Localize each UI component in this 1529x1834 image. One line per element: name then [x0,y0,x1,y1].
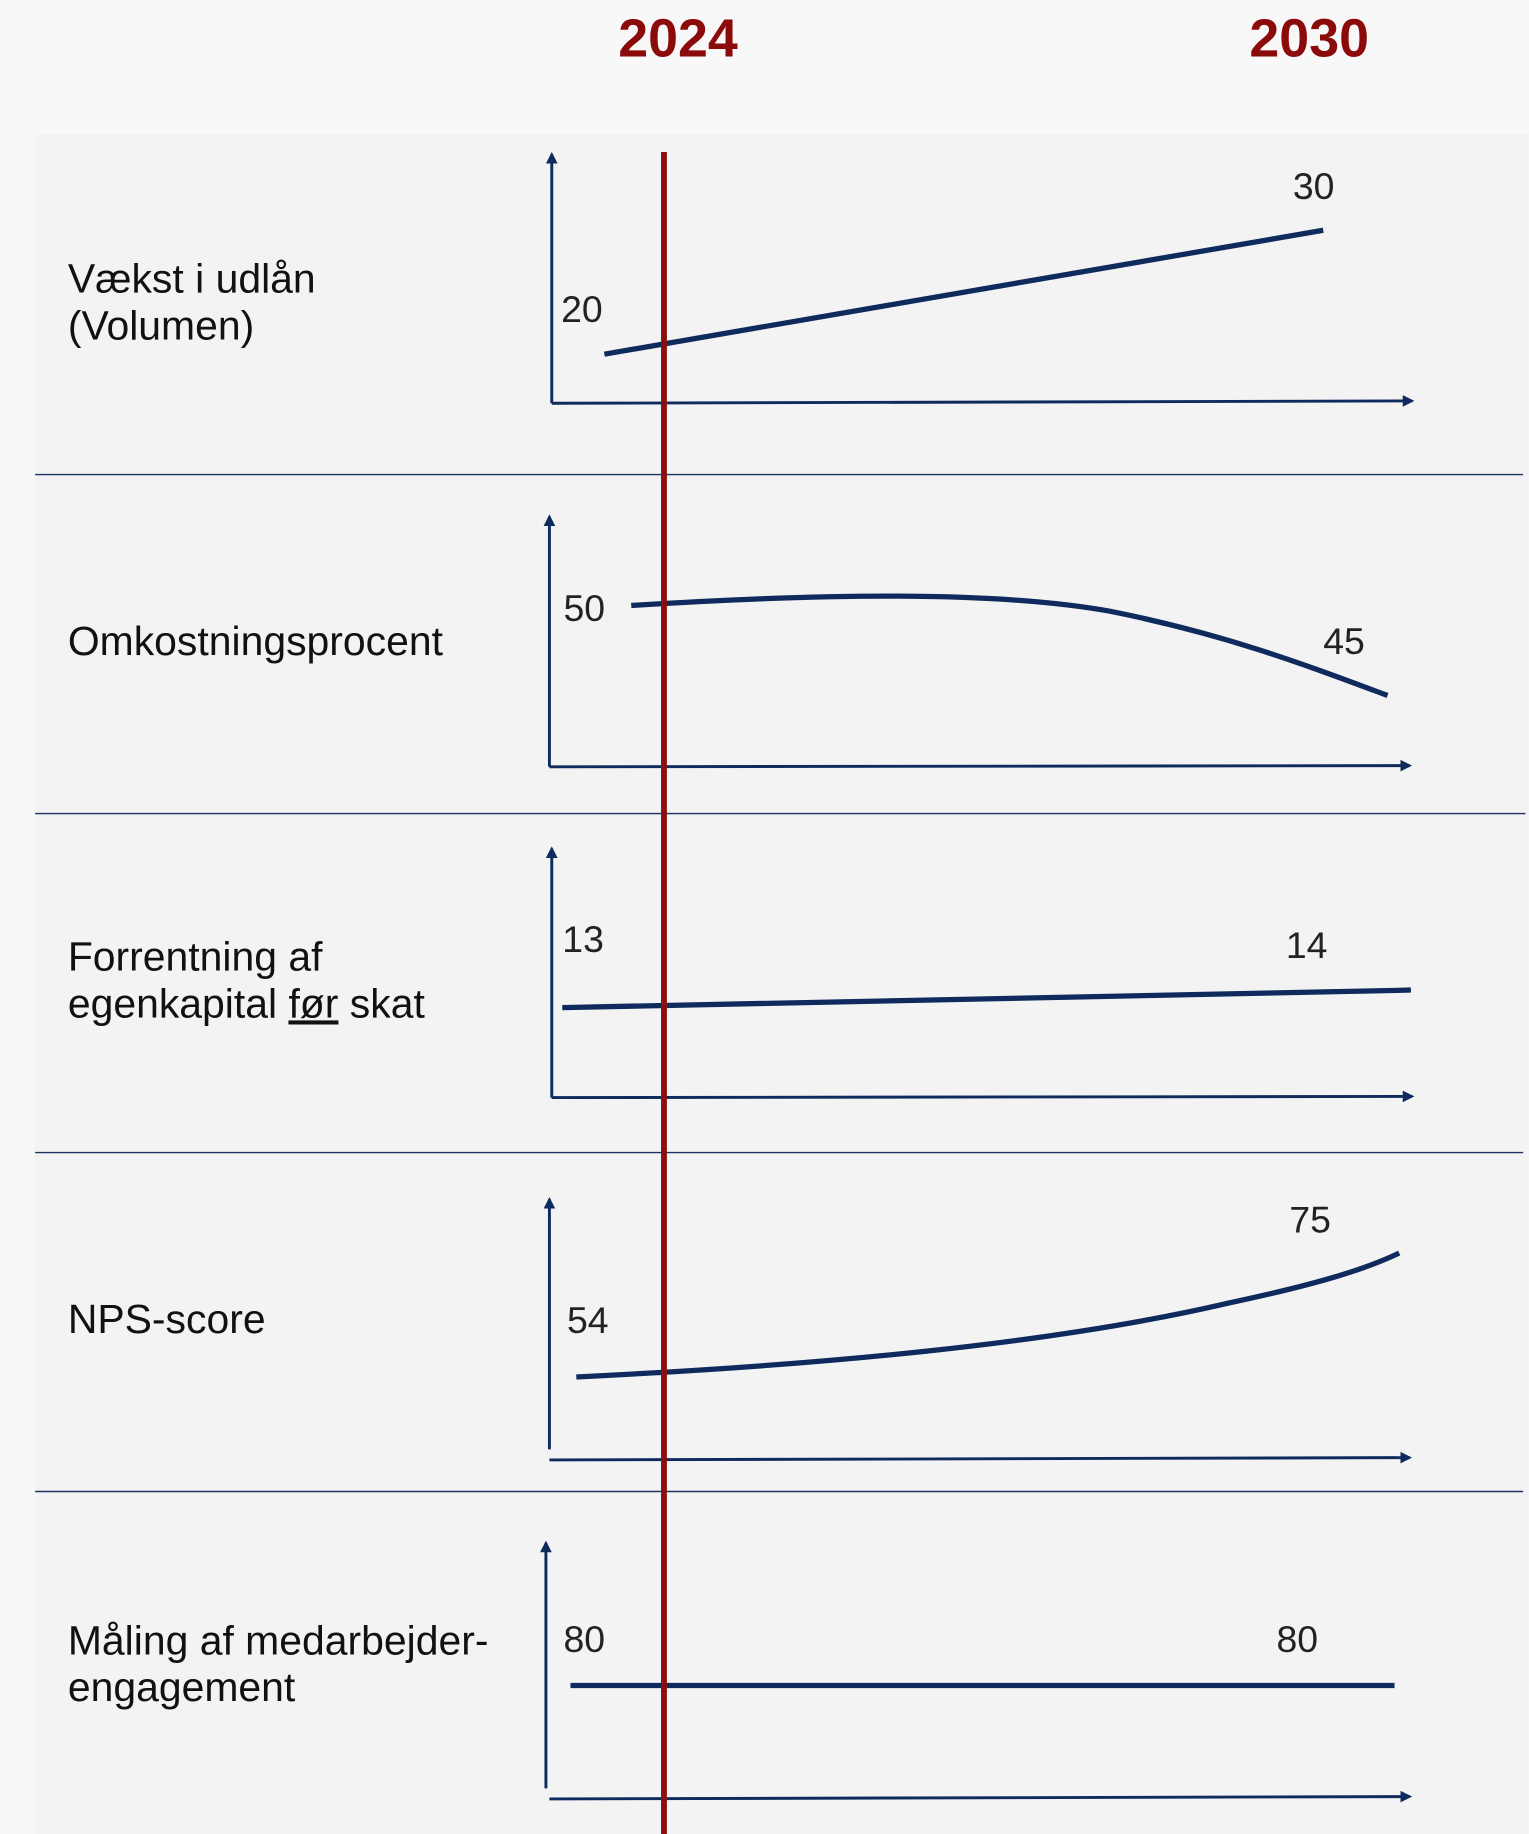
label-part: egenkapital [68,980,277,1026]
row-label: egenkapital før skat [68,980,426,1026]
separators [35,473,1526,1493]
label-emphasis: før [288,980,338,1026]
end-value: 75 [1289,1199,1331,1241]
row-label: NPS-score [68,1296,266,1342]
x-axis [549,1790,1413,1803]
row-label: Måling af medarbejder- [68,1617,489,1663]
x-axis [551,1090,1415,1103]
row: Vækst i udlån (Volumen) 20 30 [68,151,1415,407]
row: NPS-score 54 75 [68,1196,1413,1464]
panel [35,134,1529,1834]
start-value: 13 [562,918,604,960]
row: Forrentning af egenkapital før skat 13 1… [68,846,1415,1103]
trend-line [562,987,1411,1011]
row-label: Vækst i udlån [68,256,316,302]
row-label: engagement [68,1664,296,1710]
x-axis [549,759,1413,772]
end-value: 30 [1293,165,1335,207]
end-value: 80 [1276,1618,1318,1660]
row-label: (Volumen) [68,302,254,348]
trend-line [631,593,1389,698]
year-end: 2030 [1249,8,1369,68]
x-axis [549,1451,1413,1464]
label-part: skat [350,980,426,1026]
start-value: 50 [563,587,605,629]
end-value: 14 [1286,924,1328,966]
start-value: 20 [561,288,603,330]
row: Omkostningsprocent 50 45 [68,514,1413,772]
end-value: 45 [1323,620,1365,662]
trend-line [603,227,1324,357]
row-label: Forrentning af [68,933,323,979]
row: Måling af medarbejder- engagement 80 80 [68,1540,1413,1803]
start-value: 54 [567,1299,609,1341]
x-axis [551,395,1415,407]
start-value: 80 [563,1618,605,1660]
row-label: Omkostningsprocent [68,618,444,664]
year-start: 2024 [618,8,738,68]
trend-line [576,1250,1401,1380]
